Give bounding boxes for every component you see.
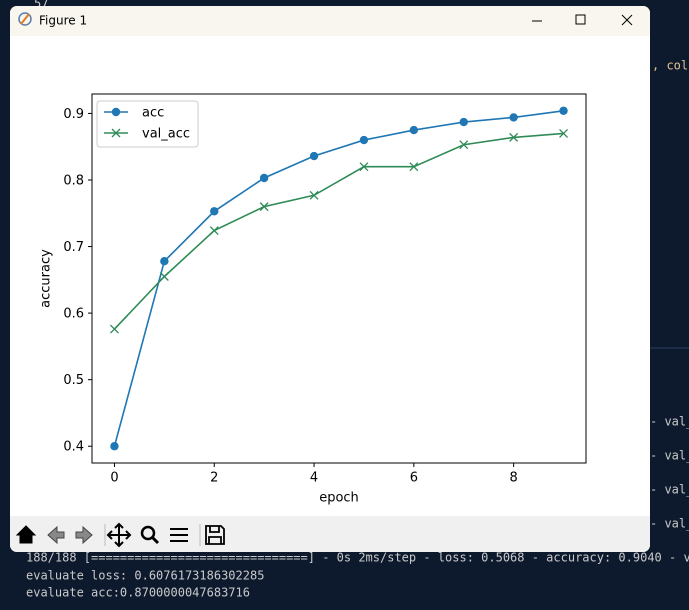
marker xyxy=(159,272,169,281)
x-tick-label: 2 xyxy=(210,471,218,486)
maximize-button[interactable] xyxy=(575,14,586,25)
marker xyxy=(509,113,518,122)
legend-label: val_acc xyxy=(142,127,190,142)
y-tick-label: 0.5 xyxy=(63,373,84,388)
zoom-button[interactable] xyxy=(140,525,160,545)
marker xyxy=(359,135,369,145)
terminal-line: 188/188 [==============================]… xyxy=(26,551,689,565)
marker xyxy=(559,128,569,138)
legend-label: acc xyxy=(142,106,164,121)
y-tick-label: 0.7 xyxy=(63,240,84,255)
terminal-line: - val_ xyxy=(650,483,689,497)
marker xyxy=(409,125,419,135)
y-tick-label: 0.9 xyxy=(63,107,84,122)
y-axis-label: accuracy xyxy=(39,249,54,308)
configure-button[interactable] xyxy=(170,528,188,542)
home-button[interactable] xyxy=(15,525,37,544)
y-tick-label: 0.4 xyxy=(63,440,84,455)
window-frame xyxy=(10,6,650,552)
terminal-line: evaluate acc:0.8700000047683716 xyxy=(26,586,250,600)
legend-marker xyxy=(111,107,121,117)
legend-marker xyxy=(111,128,121,138)
marker xyxy=(109,324,119,334)
window-title: Figure 1 xyxy=(39,14,87,28)
figure-window: Figure 1 xyxy=(10,6,650,552)
y-tick-label: 0.6 xyxy=(63,307,84,322)
pan-button[interactable] xyxy=(106,522,132,548)
terminal-line: - val_ xyxy=(650,415,689,429)
marker xyxy=(259,202,269,212)
y-tick-label: 0.8 xyxy=(63,173,84,188)
x-tick-label: 4 xyxy=(310,471,318,486)
toolbar xyxy=(10,516,650,552)
forward-button[interactable] xyxy=(75,525,93,545)
marker xyxy=(210,207,219,216)
x-tick-label: 6 xyxy=(410,471,418,486)
marker xyxy=(209,226,219,236)
series-line xyxy=(113,109,564,447)
marker xyxy=(459,140,469,150)
legend: acc val_acc xyxy=(96,100,199,148)
marker xyxy=(309,190,319,200)
marker xyxy=(309,151,319,161)
marker xyxy=(160,256,169,266)
marker xyxy=(459,117,468,127)
x-axis-label: epoch xyxy=(319,491,359,506)
marker xyxy=(509,132,519,142)
axes-frame xyxy=(91,93,587,464)
marker xyxy=(110,442,119,451)
marker xyxy=(259,173,269,183)
marker xyxy=(409,162,419,172)
close-button[interactable] xyxy=(621,14,633,26)
line-number: 57 xyxy=(34,0,48,11)
marker xyxy=(359,162,369,172)
terminal-line: - val_ xyxy=(650,517,689,531)
back-button[interactable] xyxy=(47,525,65,545)
code-fragment: , col xyxy=(652,59,688,73)
x-tick-label: 0 xyxy=(110,471,118,486)
save-button[interactable] xyxy=(205,525,225,545)
series-line xyxy=(113,132,564,330)
terminal-line: evaluate loss: 0.6076173186302285 xyxy=(26,569,264,583)
terminal-line: - val_ xyxy=(650,449,689,463)
app-icon xyxy=(18,12,32,26)
x-tick-label: 8 xyxy=(510,471,518,486)
title-bar xyxy=(10,6,650,36)
plot: 0 2 4 6 8 0.4 0.5 0.6 0.7 0.8 0.9 epoch accuracy acc v… xyxy=(39,93,587,506)
marker xyxy=(559,106,568,115)
